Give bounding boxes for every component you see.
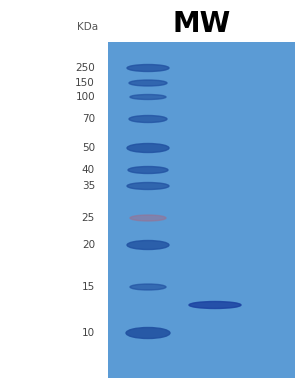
Text: 50: 50 bbox=[82, 143, 95, 153]
Ellipse shape bbox=[126, 327, 170, 339]
Text: 40: 40 bbox=[82, 165, 95, 175]
Text: 15: 15 bbox=[82, 282, 95, 292]
Ellipse shape bbox=[127, 65, 169, 71]
Text: 35: 35 bbox=[82, 181, 95, 191]
Ellipse shape bbox=[129, 116, 167, 123]
Text: 150: 150 bbox=[75, 78, 95, 88]
Ellipse shape bbox=[127, 183, 169, 189]
Text: KDa: KDa bbox=[77, 22, 98, 32]
Text: 20: 20 bbox=[82, 240, 95, 250]
Ellipse shape bbox=[130, 94, 166, 100]
Text: 10: 10 bbox=[82, 328, 95, 338]
Ellipse shape bbox=[130, 215, 166, 221]
Text: 100: 100 bbox=[75, 92, 95, 102]
Ellipse shape bbox=[127, 143, 169, 152]
Text: 250: 250 bbox=[75, 63, 95, 73]
Text: 70: 70 bbox=[82, 114, 95, 124]
Ellipse shape bbox=[130, 284, 166, 290]
Text: 25: 25 bbox=[82, 213, 95, 223]
Ellipse shape bbox=[129, 80, 167, 86]
Ellipse shape bbox=[127, 241, 169, 249]
FancyBboxPatch shape bbox=[108, 42, 295, 378]
Ellipse shape bbox=[189, 301, 241, 309]
Text: MW: MW bbox=[172, 10, 231, 38]
Ellipse shape bbox=[128, 167, 168, 174]
